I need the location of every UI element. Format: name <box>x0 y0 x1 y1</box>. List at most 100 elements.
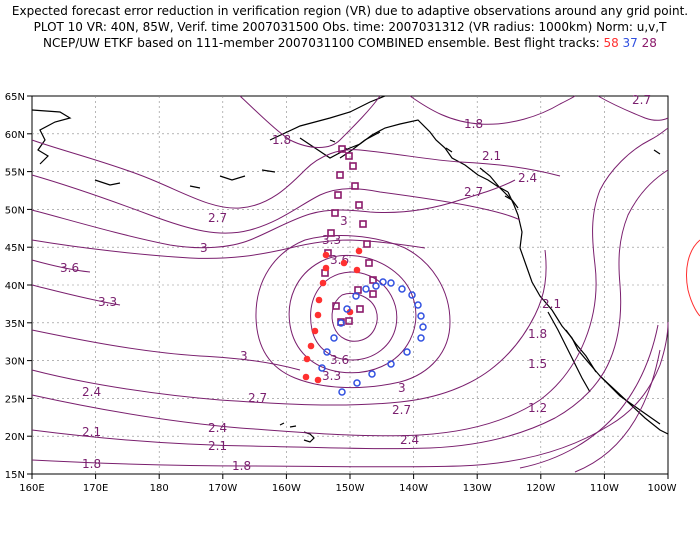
contour-label-group: 2.7 1.8 1.8 2.1 2.4 2.7 2.7 3 3 3.6 3.3 … <box>60 93 651 473</box>
track-37-point <box>353 379 361 387</box>
contour-3.6-ring <box>310 271 398 361</box>
contour-label: 2.7 <box>632 93 651 107</box>
lat-label: 55N <box>5 168 25 179</box>
contour-label: 2.7 <box>248 391 267 405</box>
track-37-point <box>330 334 338 342</box>
contour-3.3-west <box>31 284 121 306</box>
coastlines <box>31 95 669 443</box>
lat-label: 45N <box>5 243 25 254</box>
track-58-point <box>319 279 327 287</box>
flight-track-58 <box>302 247 363 384</box>
track-28-point <box>369 290 377 298</box>
lat-label: 25N <box>5 394 25 405</box>
coast-bering-islands <box>329 139 661 155</box>
contour-label: 1.8 <box>528 327 547 341</box>
track-37-point <box>343 305 351 313</box>
contour-2.7-south <box>31 249 547 406</box>
track-58-point <box>303 355 311 363</box>
lat-label: 40N <box>5 281 25 292</box>
track-37-point <box>387 279 395 287</box>
contour-2.4-south <box>31 127 669 437</box>
lon-label: 170W <box>208 483 237 494</box>
track-58-point <box>314 376 322 384</box>
track-37-point <box>337 319 345 327</box>
graticule <box>32 96 668 474</box>
contour-label: 2.7 <box>392 403 411 417</box>
track-37-point <box>338 388 346 396</box>
contour-label: 3.6 <box>330 353 349 367</box>
track-28-point <box>327 229 335 237</box>
lat-label: 60N <box>5 130 25 141</box>
track-28-point <box>363 240 371 248</box>
contour-label: 1.8 <box>464 117 483 131</box>
contour-label: 1.8 <box>272 133 291 147</box>
flight-track-37 <box>318 278 427 396</box>
contour-3.3-inner <box>331 293 378 342</box>
contour-label: 2.7 <box>208 211 227 225</box>
coast-mexico <box>599 375 661 425</box>
lat-label: 30N <box>5 357 25 368</box>
track-58-point <box>302 373 310 381</box>
track-37-point <box>323 348 331 356</box>
contour-2.4-n <box>31 174 521 234</box>
track-28-point <box>369 276 377 284</box>
track-28-point <box>345 317 353 325</box>
track-37-point <box>379 278 387 286</box>
lat-label: 20N <box>5 432 25 443</box>
contour-label: 1.2 <box>528 401 547 415</box>
track-58-point <box>340 259 348 267</box>
track-58-point <box>322 264 330 272</box>
track-28-point <box>331 209 339 217</box>
track-28-point <box>334 191 342 199</box>
track-37-point <box>408 291 416 299</box>
contour-label: 2.1 <box>208 439 227 453</box>
longitude-labels: 160E 170E 180 170W 160W 150W 140W 130W 1… <box>19 483 676 494</box>
coast-russia <box>31 109 72 165</box>
contour-label: 3.3 <box>322 369 341 383</box>
track-37-point <box>368 370 376 378</box>
title-line-3-text: NCEP/UW ETKF based on 111-member 2007031… <box>43 36 604 50</box>
coast-hawaii <box>279 422 315 443</box>
lat-label: 15N <box>5 470 25 481</box>
contour-label: 2.1 <box>82 425 101 439</box>
lon-label: 100W <box>648 483 677 494</box>
coast-panhandle <box>479 167 511 199</box>
contour-3.6-west <box>31 259 91 273</box>
track-28-point <box>356 305 364 313</box>
contour-2.7-n <box>31 179 516 249</box>
track-count-37: 37 <box>622 36 638 50</box>
track-58-point <box>353 266 361 274</box>
track-28-point <box>332 302 340 310</box>
latitude-labels: 65N 60N 55N 50N 45N 40N 35N 30N 25N 20N … <box>5 92 25 481</box>
contour-1.8-ne <box>409 95 576 125</box>
contour-3-outer <box>255 235 451 389</box>
track-28-point <box>345 152 353 160</box>
contour-label: 3.6 <box>60 261 79 275</box>
track-37-point <box>419 323 427 331</box>
contour-label: 1.8 <box>82 457 101 471</box>
track-58-point <box>307 342 315 350</box>
contour-label: 2.4 <box>518 171 537 185</box>
track-37-point <box>362 285 370 293</box>
track-28-point <box>351 182 359 190</box>
lat-label: 65N <box>5 92 25 103</box>
track-28-point <box>359 220 367 228</box>
contour-label: 2.4 <box>400 433 419 447</box>
track-37-point <box>352 292 360 300</box>
title-line-2: PLOT 10 VR: 40N, 85W, Verif. time 200703… <box>33 20 667 34</box>
lat-label: 35N <box>5 319 25 330</box>
track-58-point <box>315 296 323 304</box>
coast-kamchatka-islands <box>94 169 276 189</box>
lon-label: 120W <box>526 483 555 494</box>
track-58-point <box>346 308 354 316</box>
track-28-point <box>354 286 362 294</box>
contour-label: 3 <box>398 381 406 395</box>
contour-1.5-se <box>519 324 659 469</box>
contour-label: 3 <box>340 214 348 228</box>
track-58-point <box>314 311 322 319</box>
lon-label: 160W <box>272 483 301 494</box>
track-count-28: 28 <box>641 36 657 50</box>
lon-label: 110W <box>590 483 619 494</box>
track-28-point <box>365 259 373 267</box>
contour-label: 1.8 <box>232 459 251 473</box>
